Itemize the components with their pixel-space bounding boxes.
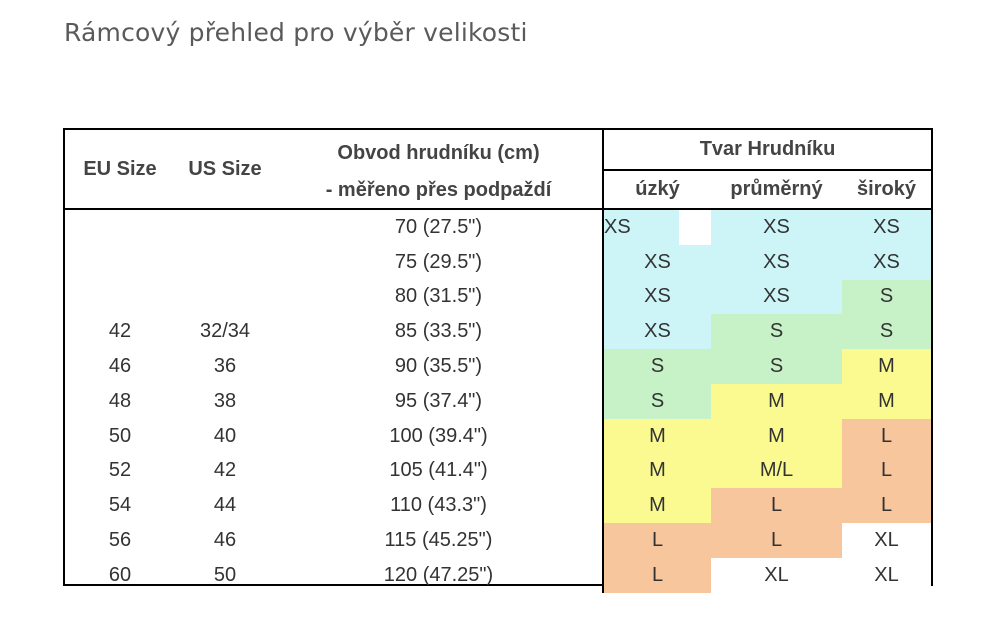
average-size-cell: L (711, 523, 842, 558)
us-size-cell: 44 (213, 494, 237, 517)
narrow-size-cell: L (602, 557, 711, 593)
chest-cell: 85 (33.5") (394, 320, 483, 343)
narrow-size-cell: S (602, 349, 711, 384)
wide-size-cell: XL (842, 557, 932, 593)
narrow-size-cell: M (602, 418, 711, 454)
wide-size-cell: M (842, 383, 932, 419)
average-size-cell: XS (711, 244, 842, 280)
average-size-cell: M (711, 383, 842, 419)
chest-cell: 120 (47.25") (383, 563, 494, 586)
table-row: 46 36 90 (35.5") S S M (65, 349, 932, 384)
narrow-size-cell: M (602, 488, 711, 524)
table-row: 54 44 110 (43.3") M L L (65, 488, 932, 524)
chest-cell: 75 (29.5") (394, 250, 483, 273)
narrow-size-cell: S (602, 383, 711, 419)
average-size-cell: XS (711, 209, 842, 245)
us-size-cell: 46 (213, 529, 237, 552)
table-row: 50 40 100 (39.4") M M L (65, 418, 932, 454)
wide-size-cell: XS (842, 209, 932, 245)
chest-cell: 70 (27.5") (394, 215, 483, 238)
header-eu-size: EU Size (65, 130, 175, 210)
header-wide: široký (842, 170, 932, 210)
table-row: 70 (27.5") XS XS XS (65, 209, 932, 245)
average-size-cell: M (711, 418, 842, 454)
table-row: 52 42 105 (41.4") M M/L L (65, 453, 932, 489)
chest-cell: 95 (37.4") (394, 389, 483, 412)
average-size-cell: XS (711, 279, 842, 315)
header-us-size: US Size (175, 130, 275, 210)
table-row: 75 (29.5") XS XS XS (65, 244, 932, 280)
narrow-size-cell: XS (602, 244, 711, 280)
wide-size-cell: XS (842, 244, 932, 280)
average-size-cell: S (711, 314, 842, 350)
eu-size-cell (65, 245, 175, 280)
eu-size-cell: 50 (108, 424, 132, 447)
narrow-size-cell: XS (602, 279, 711, 315)
eu-size-cell: 60 (108, 563, 132, 586)
wide-size-cell: L (842, 453, 932, 489)
us-size-cell (175, 245, 275, 280)
header-row-bottom: - měřeno přes podpaždí úzký průměrný šir… (65, 170, 932, 210)
us-size-cell (175, 280, 275, 315)
chest-cell: 90 (35.5") (394, 355, 483, 378)
narrow-size-cell: XS (602, 209, 711, 245)
wide-size-cell: S (842, 279, 932, 315)
average-size-cell: L (711, 488, 842, 524)
us-size-cell: 36 (213, 355, 237, 378)
eu-size-cell: 52 (108, 459, 132, 482)
average-size-cell: S (711, 349, 842, 384)
chest-cell: 115 (45.25") (384, 529, 493, 552)
table-row: 48 38 95 (37.4") S M M (65, 383, 932, 419)
page-title: Rámcový přehled pro výběr velikosti (64, 18, 528, 47)
chest-cell: 80 (31.5") (394, 285, 483, 308)
header-row-top: EU Size US Size Obvod hrudníku (cm) Tvar… (65, 130, 932, 210)
eu-size-cell: 42 (108, 320, 132, 343)
header-chest-line2: - měřeno přes podpaždí (275, 170, 603, 210)
us-size-cell: 38 (213, 389, 237, 412)
table-row: 60 50 120 (47.25") L XL XL (65, 557, 932, 593)
chest-cell: 110 (43.3") (390, 494, 487, 517)
table-row: 42 32/34 85 (33.5") XS S S (65, 314, 932, 350)
wide-size-cell: L (842, 418, 932, 454)
eu-size-cell: 54 (108, 494, 132, 517)
narrow-size-cell: XS (602, 314, 711, 350)
eu-size-cell (65, 209, 175, 245)
narrow-size-cell: M (602, 453, 711, 489)
wide-size-cell: XL (842, 523, 932, 558)
wide-size-cell: M (842, 349, 932, 384)
size-chart-body: 70 (27.5") XS XS XS 75 (29.5") XS XS XS … (65, 209, 932, 593)
average-size-cell: XL (711, 557, 842, 593)
wide-size-cell: S (842, 314, 932, 350)
chest-cell: 105 (41.4") (389, 459, 488, 482)
size-chart-table: EU Size US Size Obvod hrudníku (cm) Tvar… (65, 130, 932, 593)
us-size-cell: 50 (213, 563, 237, 586)
us-size-cell: 40 (213, 424, 237, 447)
eu-size-cell: 46 (108, 355, 132, 378)
header-chest-line1: Obvod hrudníku (cm) (337, 141, 540, 164)
table-row: 80 (31.5") XS XS S (65, 279, 932, 315)
table-row: 56 46 115 (45.25") L L XL (65, 523, 932, 558)
size-chart-table-frame: EU Size US Size Obvod hrudníku (cm) Tvar… (63, 128, 933, 593)
header-narrow: úzký (602, 170, 711, 210)
us-size-cell: 42 (213, 459, 237, 482)
eu-size-cell: 48 (108, 389, 132, 412)
chest-cell: 100 (39.4") (389, 424, 488, 447)
wide-size-cell: L (842, 488, 932, 524)
us-size-cell (175, 209, 275, 245)
eu-size-cell: 56 (108, 529, 132, 552)
average-size-cell: M/L (711, 453, 842, 489)
header-average: průměrný (711, 170, 842, 210)
eu-size-cell (65, 280, 175, 315)
us-size-cell: 32/34 (199, 320, 251, 343)
narrow-size-cell: L (602, 523, 711, 558)
header-chest-shape: Tvar Hrudníku (601, 130, 932, 171)
